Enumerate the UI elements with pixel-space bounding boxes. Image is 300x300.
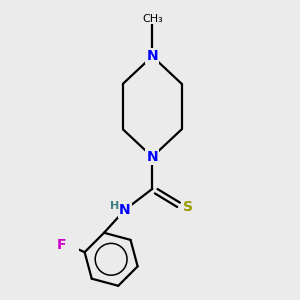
Text: S: S [183, 200, 193, 214]
Text: H: H [110, 201, 119, 211]
Text: N: N [146, 49, 158, 63]
Text: N: N [119, 203, 131, 217]
Text: F: F [57, 238, 67, 252]
Text: CH₃: CH₃ [142, 14, 163, 24]
Text: N: N [146, 150, 158, 164]
